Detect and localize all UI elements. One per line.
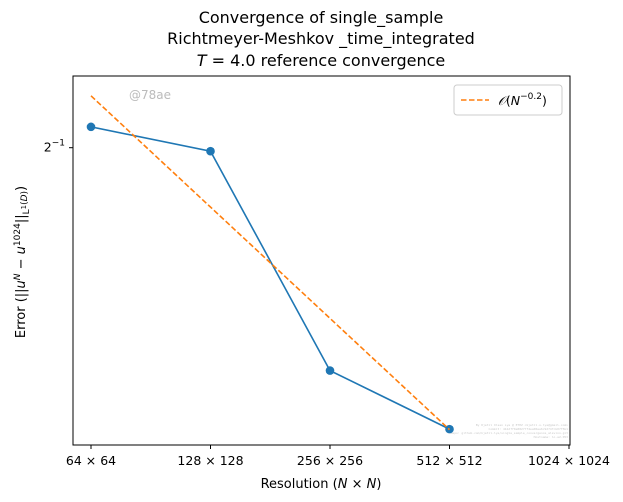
y-axis-label: Error (||uN − u1024||L1(D))	[13, 186, 32, 338]
reference-rate-line	[90, 95, 451, 431]
x-axis-label: Resolution (N × N)	[261, 477, 382, 492]
legend-box	[453, 84, 563, 116]
error-series-line	[90, 126, 450, 430]
x-tick-label: 64 × 64	[66, 453, 116, 468]
plot-area	[72, 75, 571, 446]
title-line-3: T = 4.0 reference convergence	[197, 51, 446, 70]
title-line-1: Convergence of single_sample	[199, 8, 444, 28]
y-tick-label: 2−1	[44, 139, 65, 155]
y-axis-ticks: 2−1	[44, 139, 73, 155]
fine-print-line: By Kjetil Olsen Lye @ ETHZ <kjetil.o.lye…	[476, 423, 568, 427]
title-line-2: Richtmeyer-Meshkov _time_integrated	[167, 29, 475, 49]
fine-print-line: Hostname: lo-a2-053	[534, 435, 569, 439]
watermark: @78ae	[129, 88, 171, 102]
chart-title: Convergence of single_sample Richtmeyer-…	[167, 8, 475, 70]
x-tick-label: 1024 × 1024	[528, 453, 610, 468]
x-tick-label: 128 × 128	[177, 453, 243, 468]
fine-print: By Kjetil Olsen Lye @ ETHZ <kjetil.o.lye…	[451, 423, 569, 439]
fine-print-line: Commit: 4b1dff0e88277f4ea00ee6c9d74fcb07…	[489, 427, 569, 431]
x-tick-label: 256 × 256	[297, 453, 363, 468]
legend: 𝒪(N−0.2)	[453, 84, 563, 116]
error-data-point	[325, 366, 335, 375]
x-tick-label: 512 × 512	[416, 453, 482, 468]
series-layer	[86, 95, 454, 434]
error-data-point	[206, 146, 215, 156]
fine-print-line: Repo: github.com/kjetil-lye/single_sampl…	[451, 431, 569, 435]
error-data-point	[86, 122, 96, 132]
x-axis-ticks: 64 × 64 128 × 128 256 × 256 512 × 512 1024 ×…	[66, 445, 610, 468]
